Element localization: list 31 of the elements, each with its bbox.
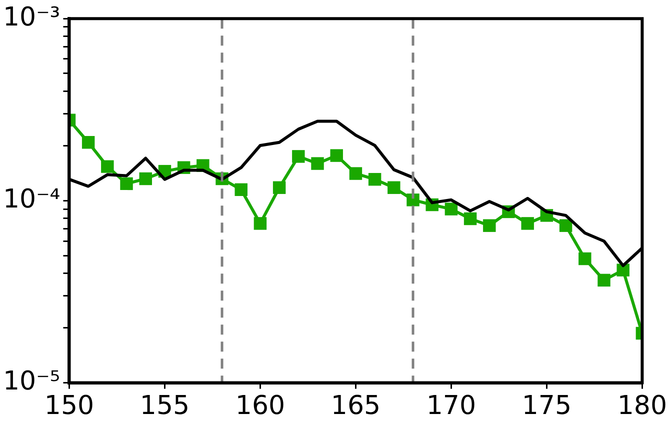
point — [616, 264, 630, 276]
point — [388, 181, 400, 194]
point — [330, 149, 343, 162]
x-tick-label: 155 — [140, 391, 190, 422]
point — [120, 177, 133, 190]
point — [311, 157, 324, 170]
point — [292, 150, 305, 163]
x-tick-label: 160 — [235, 391, 286, 422]
point — [406, 194, 420, 206]
point — [349, 167, 362, 180]
point — [272, 181, 286, 194]
point — [578, 252, 592, 266]
x-tick-label: 175 — [522, 391, 572, 422]
point — [82, 136, 95, 149]
point — [521, 217, 534, 230]
y-tick-label: 10⁻³ — [2, 2, 60, 32]
point — [598, 274, 610, 287]
point — [483, 219, 496, 232]
point — [139, 172, 152, 186]
point — [444, 202, 458, 216]
point — [101, 160, 114, 173]
x-tick-label: 170 — [426, 391, 476, 422]
x-tick-label: 180 — [617, 391, 668, 422]
point — [559, 219, 572, 232]
x-tick-label: 165 — [330, 391, 381, 422]
point — [234, 183, 248, 196]
y-tick-label: 10⁻⁴ — [2, 184, 60, 214]
point — [254, 217, 267, 230]
x-tick-label: 150 — [44, 391, 94, 422]
point — [464, 212, 477, 226]
point — [368, 172, 382, 186]
